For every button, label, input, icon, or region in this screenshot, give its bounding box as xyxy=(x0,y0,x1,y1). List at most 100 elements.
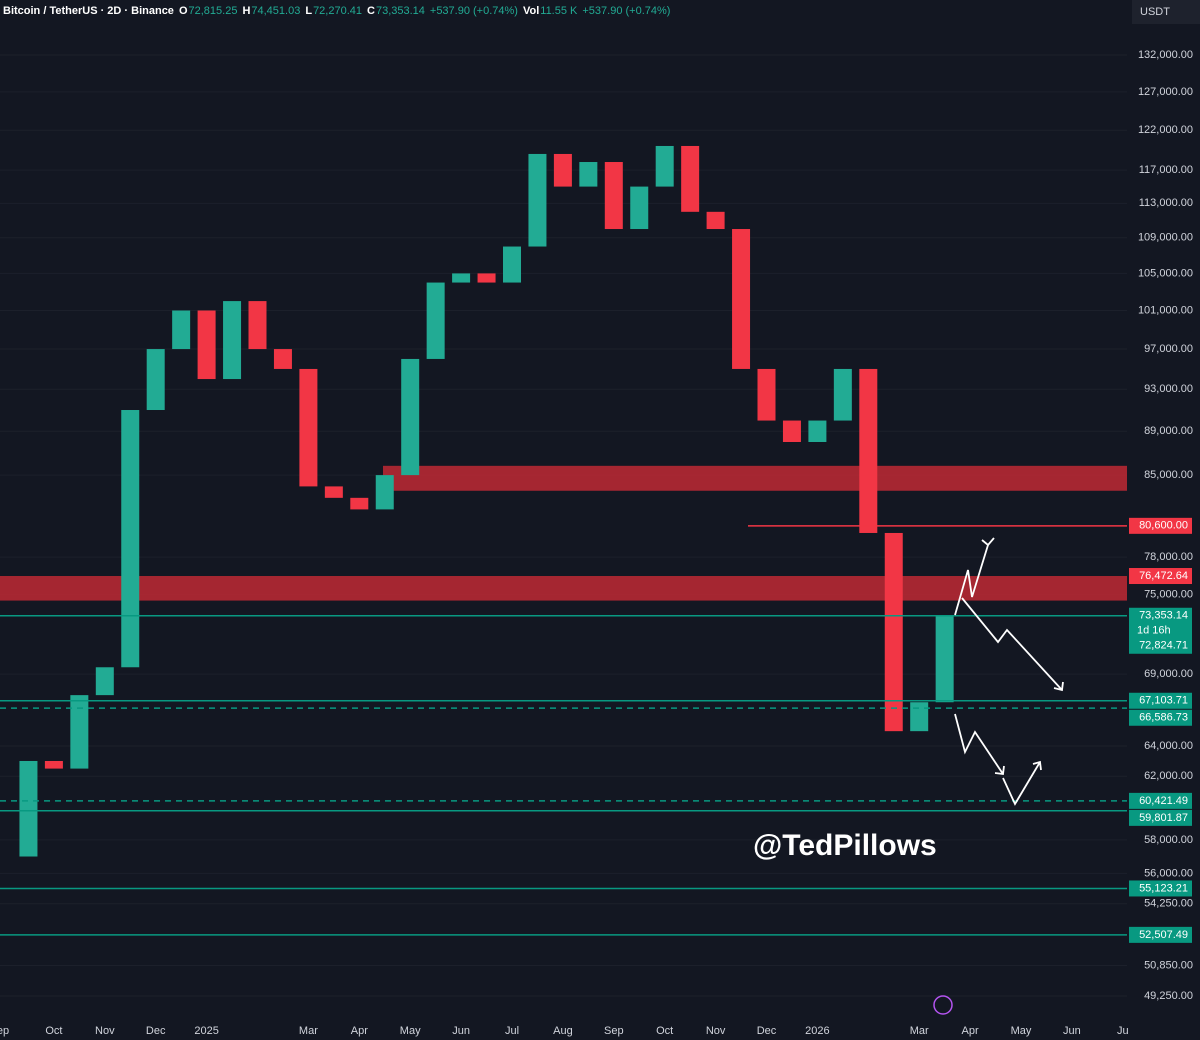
price-tag xyxy=(1129,607,1192,654)
x-tick-label: Dec xyxy=(146,1025,166,1037)
candle xyxy=(452,273,471,283)
y-tick-label: 117,000.00 xyxy=(1139,164,1193,176)
candle xyxy=(95,667,114,696)
price-tag-label: 76,472.64 xyxy=(1139,570,1188,582)
y-tick-label: 78,000.00 xyxy=(1144,551,1193,563)
header-o: 72,815.25 xyxy=(189,5,238,17)
y-tick-label: 64,000.00 xyxy=(1144,740,1193,752)
y-tick-label: 113,000.00 xyxy=(1139,197,1193,209)
y-tick-label: 127,000.00 xyxy=(1138,86,1193,98)
candle xyxy=(146,349,165,411)
icon[interactable] xyxy=(933,995,953,1015)
x-tick-label: Mar xyxy=(910,1025,929,1037)
y-tick-label: 97,000.00 xyxy=(1144,343,1193,355)
candle xyxy=(350,497,369,510)
candle xyxy=(19,760,38,857)
header-c: 73,353.14 xyxy=(376,5,425,17)
arrow-head xyxy=(981,537,995,547)
price-tag-extra: 72,824.71 xyxy=(1139,640,1188,652)
price-tag-label: 59,801.87 xyxy=(1139,812,1188,824)
x-tick-label: Nov xyxy=(95,1025,115,1037)
price-tag xyxy=(1129,692,1192,709)
header-o-key: O xyxy=(179,5,188,17)
x-tick-label: May xyxy=(400,1025,421,1037)
x-tick-label: Oct xyxy=(656,1025,673,1037)
y-tick-label: 132,000.00 xyxy=(1138,49,1193,61)
header-symbol: Bitcoin / TetherUS · 2D · Binance xyxy=(3,5,174,17)
candle xyxy=(503,246,521,283)
x-tick-label: Nov xyxy=(706,1025,726,1037)
zone xyxy=(0,576,1127,601)
x-tick-label: Jul xyxy=(505,1025,519,1037)
candle xyxy=(935,615,954,703)
y-tick-label: 93,000.00 xyxy=(1144,383,1193,395)
candle xyxy=(324,486,343,498)
header-c-key: C xyxy=(367,5,375,17)
y-tick-label: 50,850.00 xyxy=(1144,959,1193,971)
currency: USDT xyxy=(1140,6,1170,18)
x-tick-label: Oct xyxy=(45,1025,62,1037)
candle xyxy=(273,349,292,369)
header-l-key: L xyxy=(305,5,312,17)
x-tick-label: Ju xyxy=(1117,1025,1129,1037)
x-tick-label: 2025 xyxy=(194,1025,218,1037)
candle xyxy=(579,162,598,187)
candle xyxy=(910,702,929,732)
price-tag-label: 52,507.49 xyxy=(1139,929,1188,941)
candle xyxy=(528,153,547,247)
arrow-head xyxy=(1053,681,1064,692)
price-tag xyxy=(1129,568,1192,585)
y-tick-label: 75,000.00 xyxy=(1144,588,1193,600)
x-tick-label: May xyxy=(1011,1025,1032,1037)
x-tick-label: Dec xyxy=(757,1025,777,1037)
candle xyxy=(833,368,852,421)
header-vol: 11.55 K xyxy=(540,5,578,17)
candle xyxy=(706,211,725,230)
arrow-down xyxy=(961,597,1063,691)
x-tick-label: Apr xyxy=(962,1025,979,1037)
price-tag-extra: 1d 16h xyxy=(1137,625,1171,637)
price-tag-label: 67,103.71 xyxy=(1139,695,1188,707)
x-tick-label: Jun xyxy=(452,1025,470,1037)
candle xyxy=(121,410,140,668)
candle xyxy=(70,695,89,769)
arrow-head xyxy=(1032,760,1042,771)
header-l: 72,270.41 xyxy=(313,5,362,17)
header: Bitcoin / TetherUS · 2D · Binance O 72,815… xyxy=(3,5,670,17)
arrow-down-2 xyxy=(954,713,1004,775)
y-tick-label: 101,000.00 xyxy=(1138,304,1193,316)
arrow-up xyxy=(954,544,989,616)
header-h-key: H xyxy=(242,5,250,17)
candle xyxy=(630,186,649,230)
arrow-bounce xyxy=(1002,761,1041,806)
y-tick-label: 54,250.00 xyxy=(1144,898,1193,910)
candle xyxy=(197,310,216,380)
y-tick-label: 122,000.00 xyxy=(1138,124,1193,136)
candle xyxy=(426,282,445,359)
x-tick-label: Jun xyxy=(1063,1025,1081,1037)
price-tag xyxy=(1129,792,1192,809)
x-tick-label: Sep xyxy=(604,1025,624,1037)
candle xyxy=(553,153,572,187)
price-tag-label: 80,600.00 xyxy=(1139,520,1188,532)
price-tag xyxy=(1129,926,1192,943)
y-tick-label: 62,000.00 xyxy=(1144,770,1193,782)
y-tick-label: 105,000.00 xyxy=(1138,267,1193,279)
price-tag-label: 73,353.14 xyxy=(1139,610,1188,622)
x-tick-label: Aug xyxy=(553,1025,573,1037)
price-tag-label: 55,123.21 xyxy=(1139,882,1188,894)
candle xyxy=(757,368,776,421)
price-tag xyxy=(1129,709,1192,726)
candle xyxy=(299,368,318,487)
y-tick-label: 58,000.00 xyxy=(1144,834,1193,846)
header-change: +537.90 (+0.74%) xyxy=(430,5,518,17)
y-tick-label: 69,000.00 xyxy=(1144,668,1193,680)
candle xyxy=(604,162,623,230)
candle xyxy=(248,301,267,350)
x-tick-label: ep xyxy=(0,1025,9,1037)
forecast-arrows xyxy=(954,537,1064,806)
y-tick-label: 56,000.00 xyxy=(1144,867,1193,879)
header-h: 74,451.03 xyxy=(251,5,300,17)
